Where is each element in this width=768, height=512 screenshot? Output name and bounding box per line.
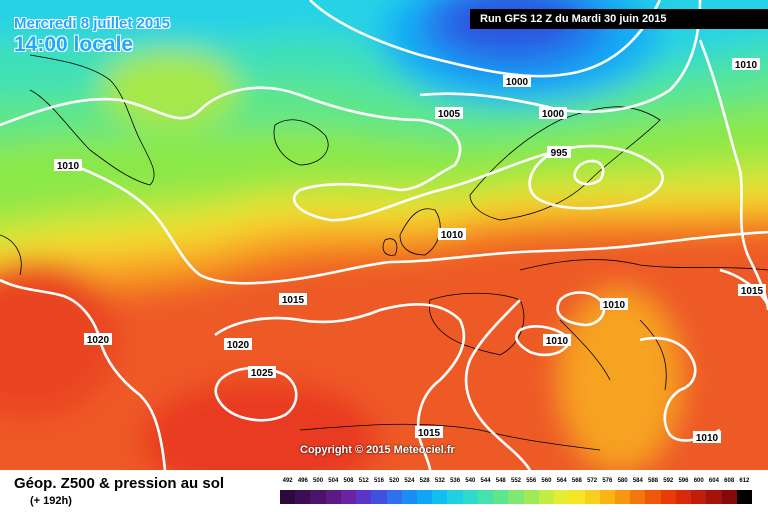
scale-swatch	[310, 490, 327, 504]
isobar-label-1020-w: 1020	[87, 335, 110, 346]
scale-label: 600	[693, 478, 704, 484]
scale-swatch	[706, 490, 723, 504]
scale-label: 556	[526, 478, 537, 484]
scale-swatch	[325, 490, 342, 504]
scale-swatch	[477, 490, 494, 504]
isobar-label-1020: 1020	[227, 340, 250, 351]
isobar-label-1025: 1025	[251, 368, 274, 379]
scale-label: 504	[328, 478, 339, 484]
scale-swatch	[721, 490, 738, 504]
scale-swatch	[371, 490, 388, 504]
color-scale: 492 496 500 504 508 512 516 520 524 528 532 536 540 5…	[280, 478, 753, 510]
scale-label: 588	[648, 478, 659, 484]
isobar-label-1000: 1000	[506, 77, 529, 88]
scale-swatch	[447, 490, 464, 504]
scale-swatch	[614, 490, 631, 504]
scale-label: 540	[465, 478, 476, 484]
isobar-label-1005: 1005	[438, 109, 461, 120]
forecast-lead-time: (+ 192h)	[30, 495, 72, 507]
scale-label: 548	[495, 478, 506, 484]
scale-label: 608	[724, 478, 735, 484]
scale-swatch	[386, 490, 403, 504]
forecast-date: Mercredi 8 juillet 2015	[14, 15, 170, 32]
scale-label: 568	[571, 478, 582, 484]
scale-swatch	[554, 490, 570, 504]
isobars	[0, 0, 768, 470]
scale-swatch	[340, 490, 357, 504]
scale-swatch	[569, 490, 585, 504]
scale-label: 520	[389, 478, 400, 484]
scale-swatch	[660, 490, 677, 504]
isobar-label-1015-e: 1015	[741, 286, 764, 297]
scale-label: 552	[510, 478, 522, 484]
scale-label: 576	[602, 478, 613, 484]
isobar-labels: 1000 1000 1005 995 1010 1010 1010 1010 1…	[54, 58, 766, 444]
scale-swatch	[462, 490, 479, 504]
scale-swatch	[523, 490, 540, 504]
scale-label: 516	[373, 478, 384, 484]
scale-label: 544	[480, 478, 491, 484]
isobar-label-995: 995	[551, 148, 568, 159]
isobar-label-1015-s: 1015	[418, 428, 441, 439]
scale-label: 492	[282, 478, 293, 484]
scale-swatch	[645, 490, 662, 504]
scale-swatch	[630, 490, 646, 504]
scale-swatch	[432, 490, 448, 504]
model-run-banner: Run GFS 12 Z du Mardi 30 juin 2015	[470, 9, 768, 29]
scale-label: 572	[587, 478, 598, 484]
scale-label: 612	[739, 478, 750, 484]
scale-label: 508	[343, 478, 354, 484]
scale-swatch	[691, 490, 707, 504]
legend-bar: Géop. Z500 & pression au sol (+ 192h) 49…	[0, 470, 768, 512]
scale-label: 524	[404, 478, 415, 484]
isobar-label-1015: 1015	[282, 295, 305, 306]
scale-swatch	[280, 490, 296, 504]
isobar-label-1010-c: 1010	[441, 230, 464, 241]
scale-swatch	[295, 490, 311, 504]
scale-label: 512	[358, 478, 369, 484]
scale-label: 596	[678, 478, 689, 484]
isobar-label-1010-adr: 1010	[546, 336, 569, 347]
scale-swatch	[356, 490, 372, 504]
scale-label: 564	[556, 478, 567, 484]
scale-label: 592	[663, 478, 674, 484]
scale-label: 536	[450, 478, 461, 484]
scale-swatch	[417, 490, 433, 504]
scale-label: 604	[708, 478, 719, 484]
scale-label: 580	[617, 478, 628, 484]
copyright-notice: Copyright © 2015 Meteociel.fr	[300, 444, 455, 456]
weather-map: 1000 1000 1005 995 1010 1010 1010 1010 1…	[0, 0, 768, 470]
scale-swatch	[736, 490, 753, 504]
forecast-time: 14:00 locale	[14, 33, 134, 56]
scale-label: 584	[632, 478, 643, 484]
isobar-label-1010-it: 1010	[603, 300, 626, 311]
scale-swatch	[401, 490, 418, 504]
scale-label: 496	[297, 478, 308, 484]
scale-swatch	[599, 490, 616, 504]
isobar-label-1010-ne: 1010	[735, 60, 758, 71]
scale-swatch	[675, 490, 692, 504]
scale-label: 532	[434, 478, 445, 484]
scale-label: 560	[541, 478, 552, 484]
scale-swatch	[493, 490, 509, 504]
geopotential-field: 1000 1000 1005 995 1010 1010 1010 1010 1…	[0, 0, 768, 470]
isobar-label-1010-w: 1010	[57, 161, 80, 172]
legend-title: Géop. Z500 & pression au sol	[14, 475, 225, 492]
scale-swatch	[508, 490, 525, 504]
isobar-label-1010-se: 1010	[696, 433, 719, 444]
scale-label: 500	[313, 478, 324, 484]
isobar-label-1000-b: 1000	[542, 109, 565, 120]
scale-swatch	[584, 490, 601, 504]
scale-label: 528	[419, 478, 430, 484]
scale-swatch	[538, 490, 555, 504]
